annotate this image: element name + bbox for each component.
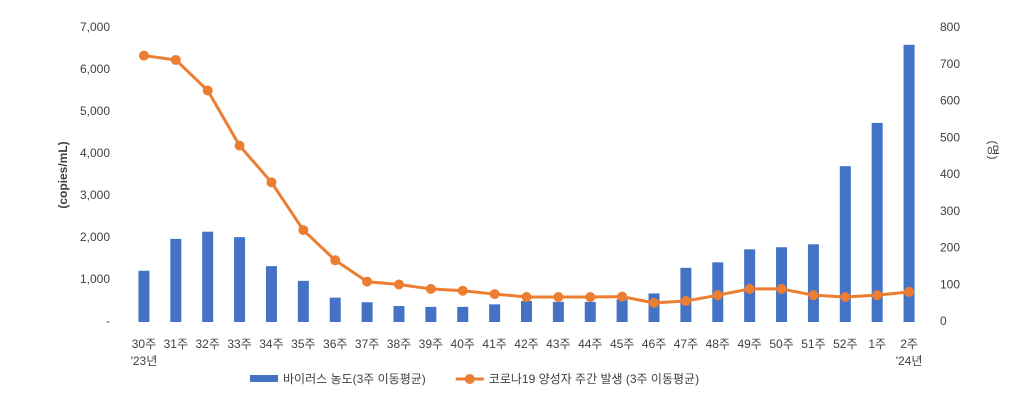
x-tick-label: 38주	[387, 337, 411, 351]
line-marker	[298, 225, 309, 236]
y2-tick-label: 700	[940, 57, 960, 71]
line-marker	[617, 291, 628, 302]
y-tick-label: 6,000	[80, 62, 110, 76]
bar	[329, 297, 341, 322]
y-tick-label: 2,000	[80, 230, 110, 244]
y2-tick-label: 200	[940, 241, 960, 255]
bar	[584, 301, 596, 322]
x-tick-label: 1주	[868, 337, 886, 351]
line-marker	[266, 177, 277, 188]
bar	[265, 266, 277, 322]
y2-axis-title: (명)	[986, 140, 1000, 159]
x-tick-label: 49주	[737, 337, 761, 351]
x-tick-label: 45주	[610, 337, 634, 351]
line-marker	[680, 296, 691, 307]
y2-tick-label: 300	[940, 204, 960, 218]
x-tick-label: 34주	[259, 337, 283, 351]
x-tick-label: 39주	[419, 337, 443, 351]
x-tick-label: 32주	[196, 337, 220, 351]
line-marker	[330, 255, 341, 266]
legend-swatch	[250, 375, 278, 382]
line-marker	[393, 279, 404, 290]
line-marker	[425, 283, 436, 294]
line-marker	[744, 283, 755, 294]
line-marker	[457, 285, 468, 296]
y-tick-label: 1,000	[80, 272, 110, 286]
x-group-label: '24년	[896, 354, 923, 368]
bar	[361, 302, 373, 322]
bar	[680, 267, 692, 322]
y-tick-label: 7,000	[80, 20, 110, 34]
line	[143, 54, 910, 305]
x-tick-label: 42주	[514, 337, 538, 351]
y-tick-label: 4,000	[80, 146, 110, 160]
line-marker	[904, 286, 915, 297]
line-marker	[362, 276, 373, 287]
x-tick-label: 51주	[801, 337, 825, 351]
y-axis-title: (copies/mL)	[56, 141, 70, 208]
y2-tick-label: 600	[940, 94, 960, 108]
line-marker	[585, 292, 596, 303]
x-tick-label: 30주	[132, 337, 156, 351]
y2-tick-label: 500	[940, 130, 960, 144]
bar	[521, 301, 532, 322]
x-tick-label: 37주	[355, 337, 379, 351]
x-tick-label: 31주	[164, 337, 188, 351]
line-marker	[776, 283, 787, 294]
x-tick-label: 52주	[833, 337, 857, 351]
x-tick-label: 47주	[674, 337, 698, 351]
line-marker	[712, 290, 723, 301]
bar	[234, 237, 246, 322]
bar	[425, 306, 437, 322]
x-tick-label: 48주	[706, 337, 730, 351]
legend-label: 바이러스 농도(3주 이동평균)	[283, 372, 426, 386]
x-group-label: '23년	[131, 354, 158, 368]
line-marker	[649, 297, 660, 308]
bar	[138, 270, 150, 322]
line-marker	[553, 292, 564, 303]
y2-tick-label: 400	[940, 167, 960, 181]
y-tick-label: -	[106, 314, 110, 328]
y2-tick-label: 100	[940, 277, 960, 291]
x-tick-label: 36주	[323, 337, 347, 351]
bar	[616, 299, 628, 322]
line-marker	[872, 290, 883, 301]
bar	[807, 244, 819, 322]
line-marker	[170, 54, 181, 65]
y2-tick-label: 0	[940, 314, 947, 328]
y-tick-label: 5,000	[80, 104, 110, 118]
legend-label: 코로나19 양성자 주간 발생 (3주 이동평균)	[489, 372, 699, 386]
x-tick-label: 40주	[451, 337, 475, 351]
y-tick-label: 3,000	[80, 188, 110, 202]
line-marker	[234, 140, 245, 151]
bar	[393, 306, 405, 322]
bar	[297, 280, 309, 322]
y2-tick-label: 800	[940, 20, 960, 34]
line-marker	[840, 292, 851, 303]
bar	[839, 166, 851, 322]
line-marker	[138, 50, 149, 61]
legend-swatch	[464, 374, 475, 384]
x-tick-label: 46주	[642, 337, 666, 351]
bar	[202, 231, 214, 322]
line-marker	[489, 289, 500, 300]
bar	[170, 238, 182, 322]
bar	[552, 301, 564, 322]
x-tick-label: 44주	[578, 337, 602, 351]
x-tick-label: 50주	[769, 337, 793, 351]
bar	[903, 44, 915, 323]
x-tick-label: 35주	[291, 337, 315, 351]
x-tick-label: 2주	[900, 337, 918, 351]
bar	[489, 304, 501, 322]
x-tick-label: 43주	[546, 337, 570, 351]
line-marker	[521, 292, 532, 303]
line-marker	[202, 85, 213, 96]
x-tick-label: 41주	[482, 337, 506, 351]
x-tick-label: 33주	[227, 337, 251, 351]
bar	[457, 306, 469, 322]
bar	[871, 122, 883, 322]
line-marker	[808, 290, 819, 301]
